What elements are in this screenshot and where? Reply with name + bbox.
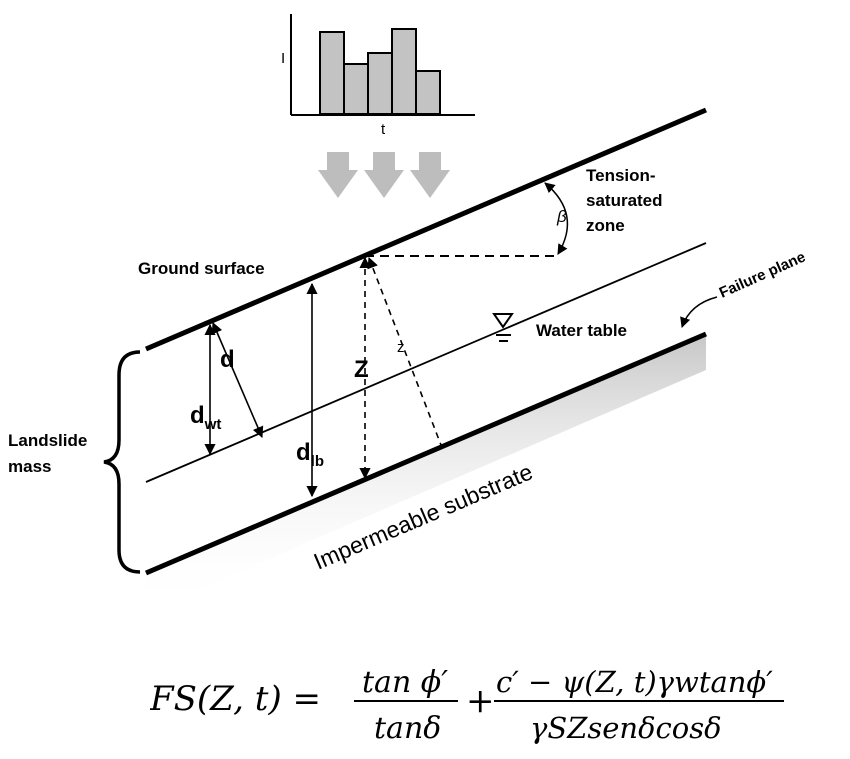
histogram-y-label: I xyxy=(281,50,285,67)
histogram-bar xyxy=(319,31,345,115)
water-table-icon xyxy=(492,313,514,342)
formula-frac2-numerator: c′ − ψ(Z, t)γwtanϕ′ xyxy=(496,665,773,699)
failure-plane-line xyxy=(145,331,707,576)
histogram-bar xyxy=(343,63,369,115)
Z-label: Z xyxy=(354,356,369,383)
z-dimension-line xyxy=(367,256,442,446)
formula-frac2-denominator: γSZsenδcosδ xyxy=(530,711,722,745)
down-arrow-icon xyxy=(410,152,450,198)
d-dimension-line xyxy=(211,321,264,439)
dlb-label: dlb xyxy=(296,439,324,470)
tension-zone-label: Tension- saturated zone xyxy=(586,166,667,235)
z-small-label: z xyxy=(397,339,405,356)
histogram-x-label: t xyxy=(381,121,386,138)
failure-plane-label: Failure plane xyxy=(717,248,808,301)
landslide-mass-label: Landslide mass xyxy=(8,431,92,476)
ground-surface-label: Ground surface xyxy=(138,259,265,278)
rainfall-histogram: I t xyxy=(281,14,475,138)
beta-label: β xyxy=(556,207,567,226)
histogram-bar xyxy=(367,52,393,115)
formula-plus: + xyxy=(466,681,495,721)
dwt-label: dwt xyxy=(190,402,221,433)
formula-frac1-numerator: tan ϕ′ xyxy=(362,665,448,700)
beta-angle-arc xyxy=(544,182,569,255)
water-table-label: Water table xyxy=(536,321,627,340)
ground-surface-line xyxy=(145,107,707,352)
d-label: d xyxy=(220,346,235,373)
water-table-line xyxy=(145,242,707,483)
down-arrow-icon xyxy=(364,152,404,198)
failure-plane-pointer xyxy=(680,296,718,328)
factor-of-safety-formula: FS(Z, t) = tan ϕ′ tanδ + c′ − ψ(Z, t)γwt… xyxy=(150,665,784,746)
histogram-bar xyxy=(415,70,441,115)
infiltration-arrows xyxy=(318,152,450,198)
landslide-mass-brace xyxy=(103,350,141,574)
down-arrow-icon xyxy=(318,152,358,198)
histogram-bar xyxy=(391,28,417,115)
formula-lhs: FS(Z, t) = xyxy=(150,679,321,719)
substrate-shading xyxy=(146,335,706,612)
formula-frac1-denominator: tanδ xyxy=(374,711,441,746)
